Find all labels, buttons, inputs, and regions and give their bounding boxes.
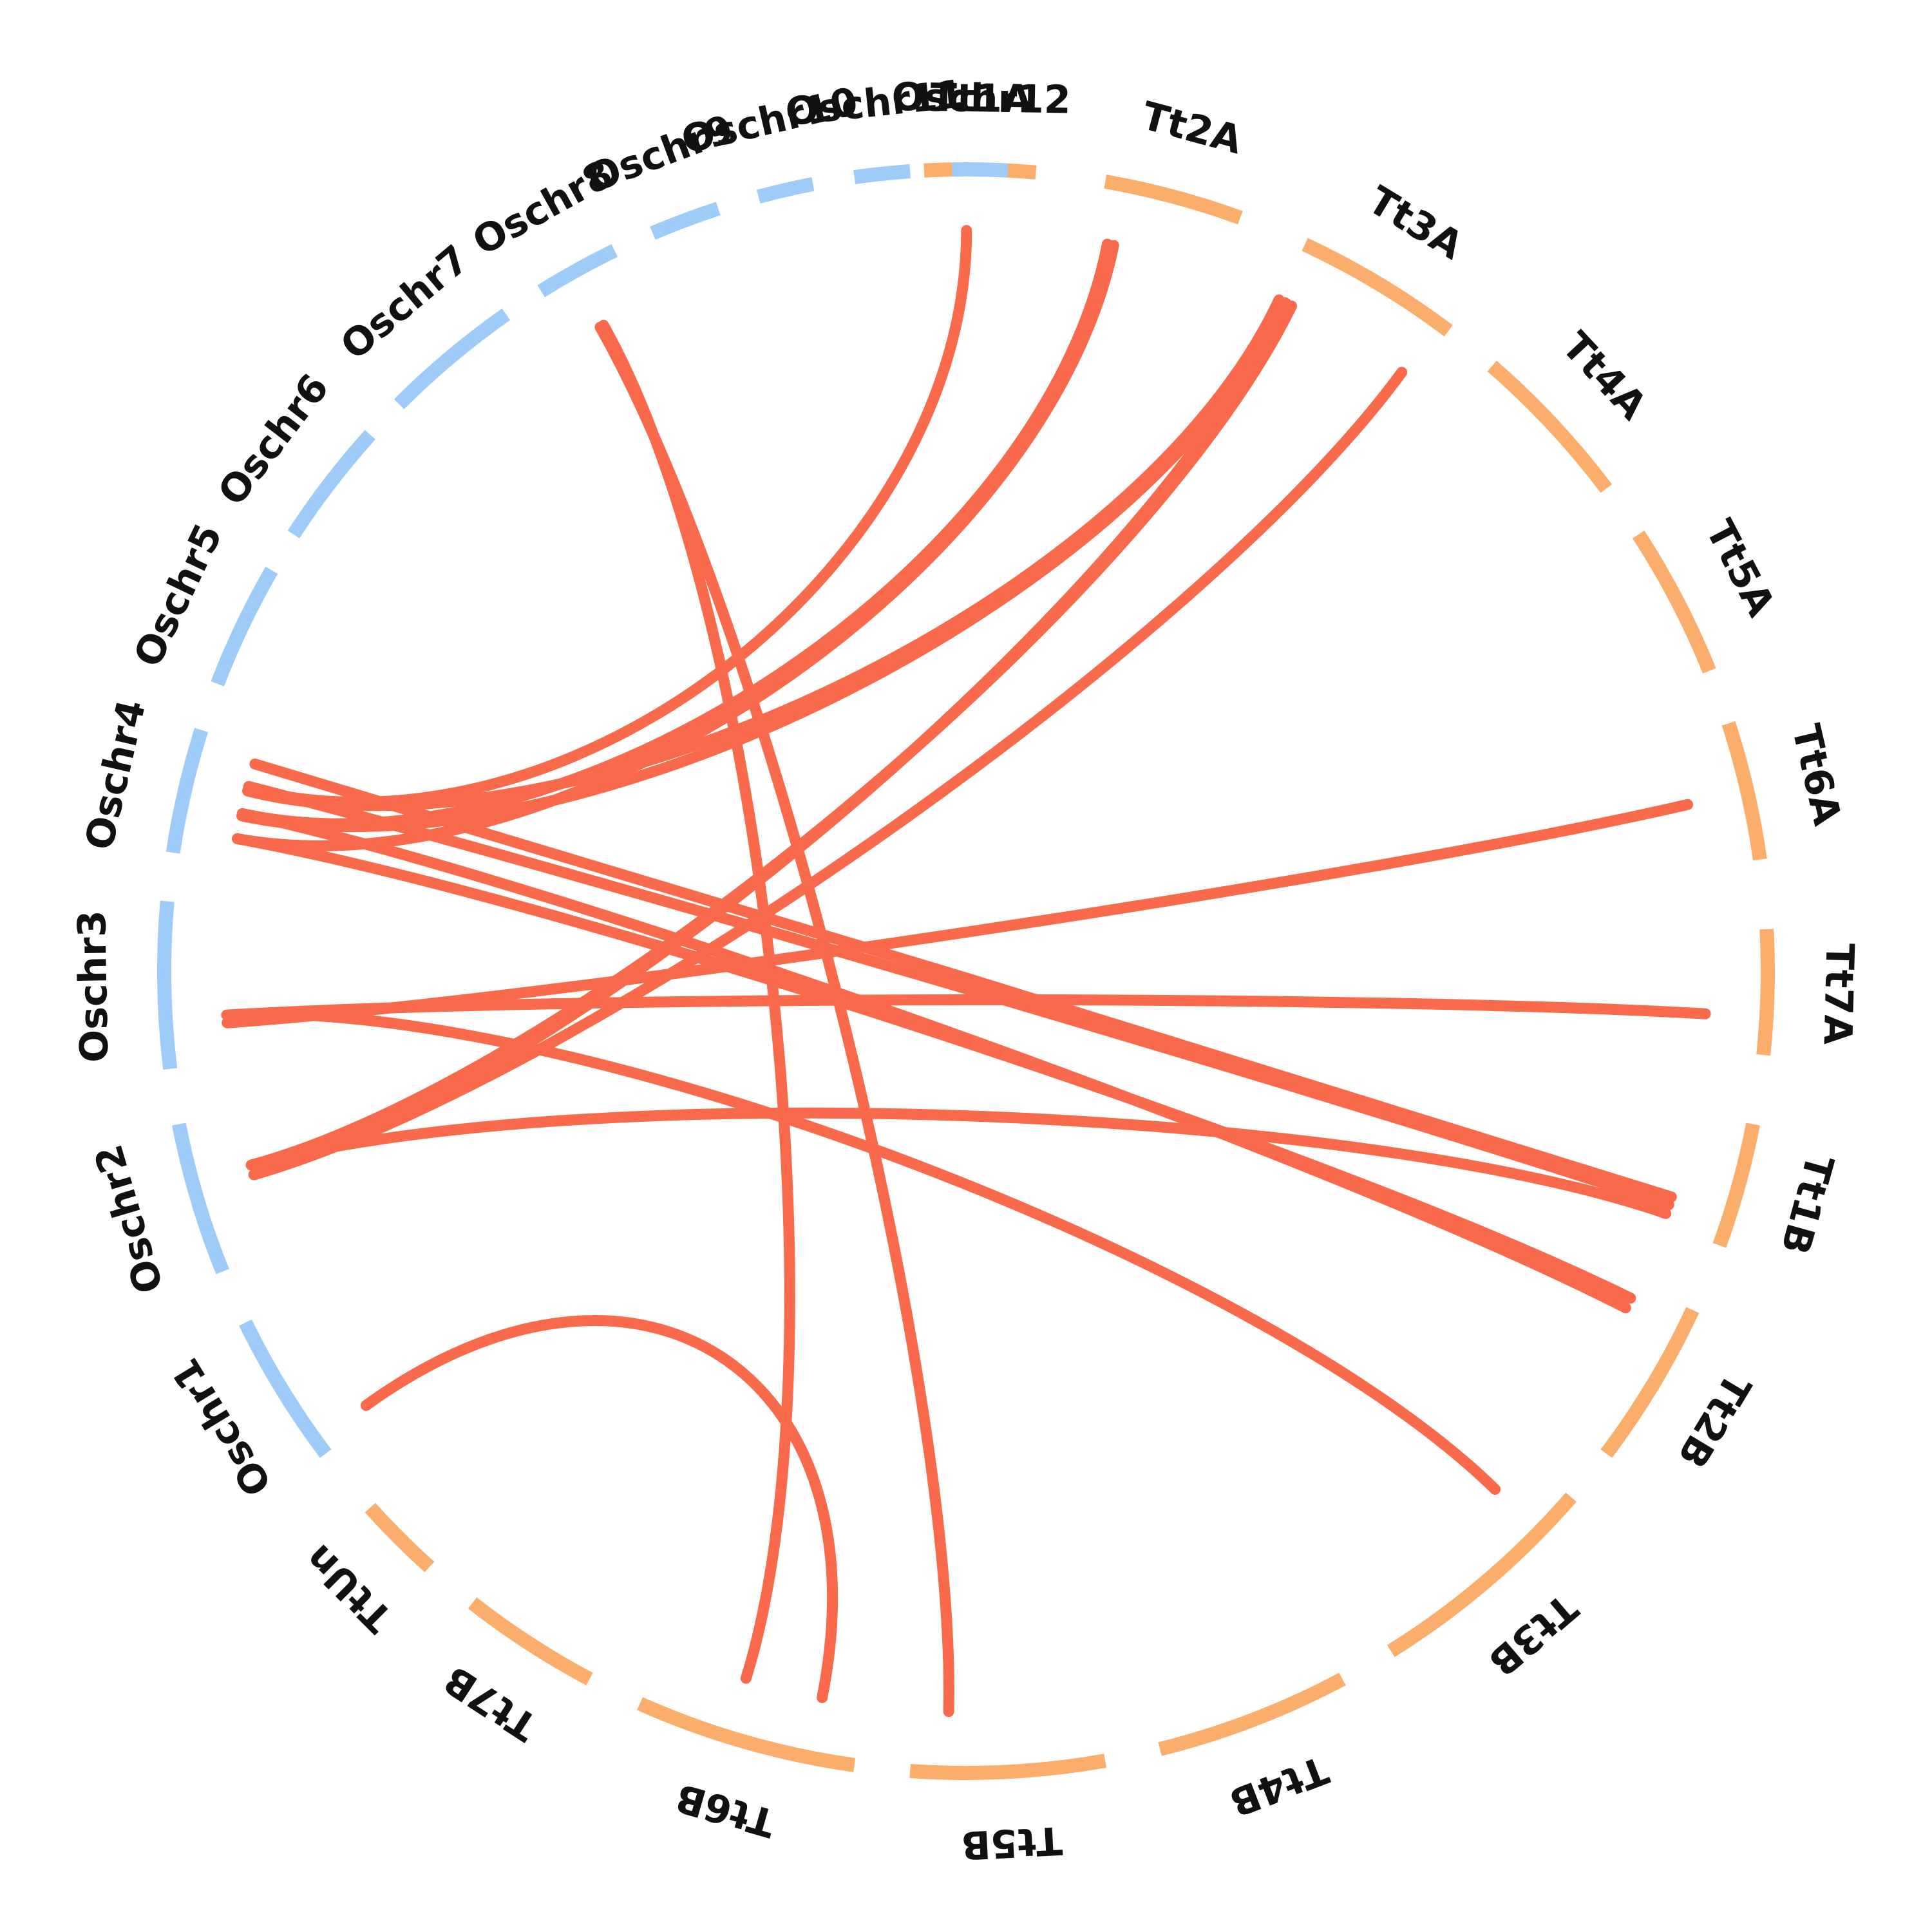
chromosome-arc-oschr10 [756,177,815,204]
chromosome-label-tt6b: Tt6B [670,1774,780,1846]
link-oschr2-tt1b [245,1107,1672,1219]
chromosome-label-oschr3: Oschr3 [70,910,117,1063]
chromosome-arc-oschr8 [537,244,618,298]
chromosome-label-ttun: TtUn [296,1535,401,1640]
chromosome-arc-tt3b [1387,1492,1577,1658]
chromosome-arc-tt5a [1632,530,1716,674]
chromosome-arc-oschr4 [166,728,209,854]
chromosome-label-oschr5: Oschr5 [126,517,232,674]
chromosome-arc-tt3a [1302,238,1453,337]
chromosome-labels: Tt1A Tt2A Tt3A Tt4A Tt5A Tt6A Tt7A Tt1B Tt2B Tt3B… [70,71,1862,1868]
chromosome-arc-tt4b [1158,1672,1346,1756]
link-oschr3-tt3b [221,1009,1501,1495]
link-oschr2-tt3a [245,300,1298,1171]
chromosome-arc-tt5b [909,1754,1107,1780]
link-oschr4-tt2a [232,240,1119,851]
chromosome-label-tt2b: Tt2B [1669,1366,1759,1476]
link-oschr4-tt1b [243,781,1674,1211]
chromosome-label-tt5b: Tt5B [960,1817,1064,1868]
chromosome-label-oschr12: Oschr12 [891,75,1071,123]
chromosome-label-oschr2: Oschr2 [86,1140,173,1298]
link-oschr8-tt6b [598,319,795,1684]
chromosome-arc-tt7a [1756,929,1775,1056]
link-oschr4-tt1b [249,758,1677,1203]
chromosome-arc-tt2a [1104,175,1243,225]
chromosome-label-tt4a: Tt4A [1553,323,1656,429]
link-oschr4-tt2b [236,808,1631,1314]
link-oschr1-tt6b [360,1315,838,1703]
chromosome-label-tt3b: Tt3B [1480,1585,1586,1685]
chromosome-arc-tt2b [1600,1307,1700,1458]
chromosome-label-oschr1: Oschr1 [163,1350,281,1504]
chromosome-arc-tt4a [1487,361,1613,493]
chromosome-label-tt5a: Tt5A [1696,513,1783,624]
chromosome-label-tt4b: Tt4B [1224,1747,1334,1825]
chromosome-arc-tt1b [1712,1122,1760,1248]
link-oschr4-tt2b [232,833,1636,1304]
chromosome-label-tt3a: Tt3A [1360,178,1471,269]
chromosome-arc-oschr1 [239,1319,332,1458]
chromosome-arc-oschr7 [393,308,511,410]
chromosome-label-tt6a: Tt6A [1783,720,1850,829]
chromosome-arc-oschr11 [853,164,911,185]
chromosome-label-tt1b: Tt1B [1772,1150,1842,1259]
chromosome-ring [157,162,1775,1780]
chromosome-arc-tt7b [468,1597,593,1685]
chromosome-arc-oschr2 [172,1122,229,1274]
chromosome-label-tt7b: Tt7B [436,1656,545,1749]
chromosome-arc-tt6b [637,1697,856,1772]
chromosome-arc-oschr12 [952,162,1009,178]
chromosome-label-tt1a: Tt1A [930,75,1033,122]
chromosome-arc-tt6a [1721,721,1767,861]
chromosome-label-tt7a: Tt7A [1814,943,1862,1046]
link-oschr3-tt7a [221,994,1711,1021]
chromosome-label-oschr4: Oschr4 [77,696,155,854]
link-oschr2-tt3a [248,366,1408,1180]
chromosome-arc-oschr9 [650,202,721,240]
chromosome-arc-ttun [365,1502,435,1573]
chromosome-arc-oschr5 [211,567,278,687]
chromosome-arc-oschr3 [157,900,178,1070]
chromosome-arc-oschr6 [287,430,375,538]
synteny-links [221,225,1711,1718]
chromosome-label-tt2a: Tt2A [1137,93,1247,164]
